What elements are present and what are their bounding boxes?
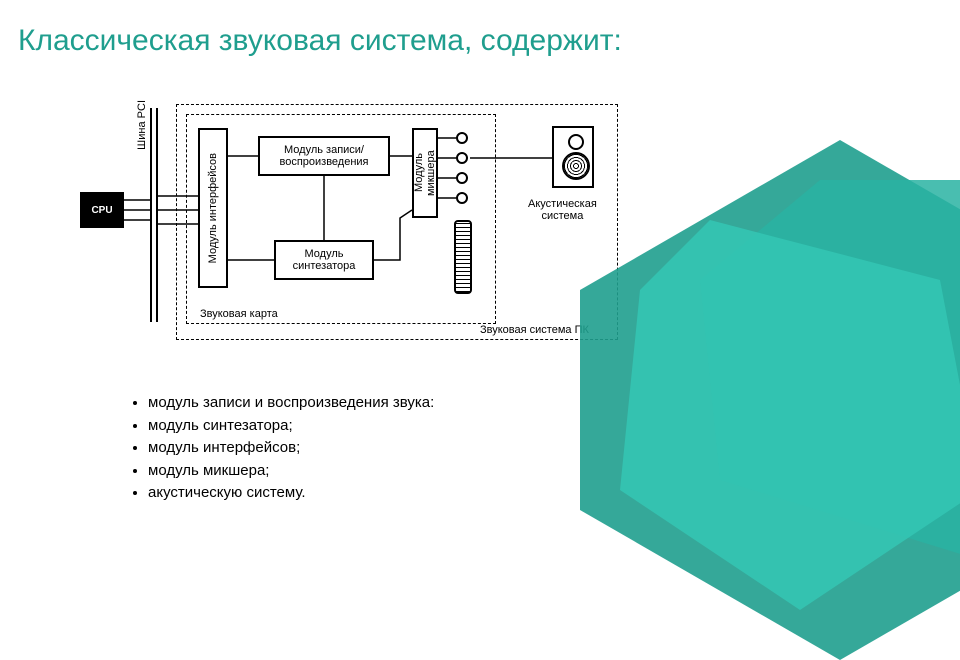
list-item: модуль интерфейсов;	[148, 437, 434, 460]
list-item: модуль синтезатора;	[148, 415, 434, 438]
page-title: Классическая звуковая система, содержит:	[18, 24, 622, 58]
list-item: акустическую систему.	[148, 482, 434, 505]
sound-system-diagram: CPU Шина PCI Звуковая система ПК Звукова…	[80, 100, 640, 360]
list-item: модуль микшера;	[148, 460, 434, 483]
list-item: модуль записи и воспроизведения звука:	[148, 392, 434, 415]
diagram-wires	[80, 100, 640, 360]
bullet-list: модуль записи и воспроизведения звука: м…	[130, 392, 434, 505]
